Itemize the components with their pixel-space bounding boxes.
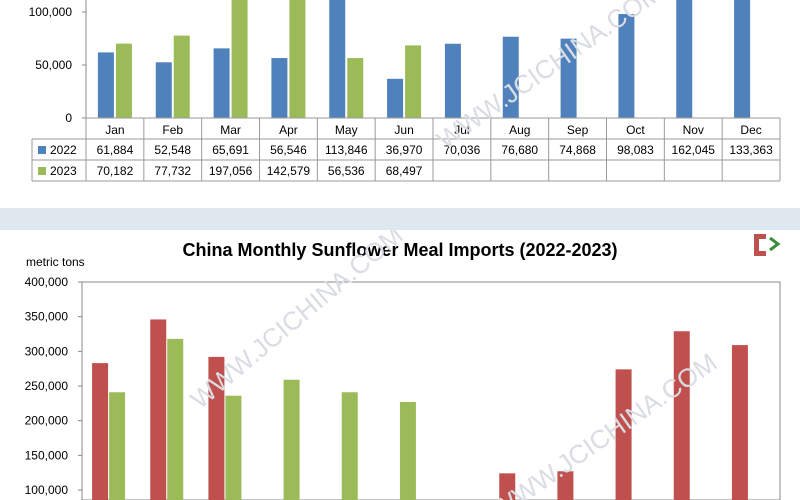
table-month-label: Apr (279, 123, 298, 137)
table-month-label: May (335, 123, 358, 137)
bar-2023-jun (399, 401, 416, 500)
bar-2023-mar (225, 395, 242, 500)
legend-key-2023 (38, 167, 46, 175)
table-month-label: Feb (162, 123, 183, 137)
table-cell-value: 68,497 (386, 164, 423, 178)
table-cell-value: 133,363 (729, 143, 773, 157)
table-cell-value: 142,579 (267, 164, 311, 178)
table-month-label: Oct (626, 123, 645, 137)
table-month-label: Jun (394, 123, 413, 137)
table-cell-value: 70,036 (444, 143, 481, 157)
bar-2022-jan (92, 363, 109, 500)
table-cell-value: 70,182 (97, 164, 134, 178)
jci-logo-icon (754, 234, 781, 256)
legend-label-2022: 2022 (50, 143, 77, 157)
y-tick-label: 400,000 (25, 275, 69, 289)
table-cell-value: 98,083 (617, 143, 654, 157)
bar-2023-may (341, 392, 358, 500)
bar-2022-mar (208, 356, 225, 500)
table-month-label: Nov (683, 123, 704, 137)
bar-2022-feb (155, 62, 172, 118)
bar-2022-aug (502, 36, 519, 118)
table-cell-value: 56,536 (328, 164, 365, 178)
bar-2022-jun (387, 78, 404, 118)
bar-2022-oct (615, 369, 632, 500)
bar-2022-apr (271, 58, 288, 118)
top-chart-svg: 0 50,000 100,000 Jan Feb Mar Apr May Jun Jul Aug Se… (29, 0, 781, 182)
bar-2023-feb (167, 338, 184, 500)
y-tick-label: 350,000 (25, 310, 69, 324)
table-month-label: Jan (105, 123, 124, 137)
bar-2022-mar (213, 48, 230, 118)
table-cell-value: 36,970 (386, 143, 423, 157)
table-cell-value: 61,884 (97, 143, 134, 157)
table-cell-value: 197,056 (209, 164, 253, 178)
table-cell-value: 162,045 (672, 143, 716, 157)
y-tick-label: 50,000 (35, 58, 72, 72)
y-tick-label: 300,000 (25, 344, 69, 358)
jci-logo-left-shape (754, 234, 766, 256)
table-cell-value: 56,546 (270, 143, 307, 157)
bottom-chart-panel: China Monthly Sunflower Meal Imports (20… (0, 230, 800, 500)
y-tick-label: 0 (65, 111, 72, 125)
table-cell-value: 52,548 (154, 143, 191, 157)
table-cell-value: 113,846 (325, 143, 368, 157)
y-tick-label: 100,000 (25, 483, 69, 497)
bar-2022-jul (444, 43, 461, 118)
bar-2022-dec (734, 0, 751, 118)
bar-2023-jan (109, 392, 126, 500)
jci-logo-right-shape (769, 236, 781, 252)
legend-label-2023: 2023 (50, 164, 77, 178)
table-cell-value: 77,732 (154, 164, 191, 178)
legend-key-2022 (38, 146, 46, 154)
bar-2023-may (347, 58, 364, 118)
top-chart-panel: 0 50,000 100,000 Jan Feb Mar Apr May Jun Jul Aug Se… (0, 0, 800, 209)
y-tick-label: 200,000 (25, 414, 69, 428)
bar-2022-may (329, 0, 346, 118)
bar-2022-sep (557, 471, 574, 500)
table-month-label: Aug (509, 123, 530, 137)
panel-separator (0, 208, 800, 230)
bar-2022-sep (560, 38, 577, 118)
plot-frame (81, 281, 781, 500)
bar-2023-apr (289, 0, 306, 118)
bar-2022-oct (618, 14, 635, 118)
chart-title: China Monthly Sunflower Meal Imports (20… (182, 240, 617, 260)
unit-label: metric tons (26, 255, 85, 269)
bar-2022-nov (673, 331, 690, 500)
table-cell-value: 76,680 (501, 143, 538, 157)
bar-2022-jan (97, 52, 114, 118)
bar-2023-jan (115, 43, 132, 118)
bar-2022-aug (499, 473, 516, 500)
y-tick-label: 100,000 (29, 5, 73, 19)
table-month-label: Jul (454, 123, 469, 137)
table-month-label: Mar (220, 123, 241, 137)
y-tick-label: 150,000 (25, 448, 69, 462)
bar-2023-jun (405, 45, 422, 118)
bar-2023-feb (173, 35, 190, 118)
bar-2023-apr (283, 379, 300, 500)
table-month-label: Dec (740, 123, 761, 137)
table-cell-value: 74,868 (559, 143, 596, 157)
y-tick-label: 250,000 (25, 379, 69, 393)
table-month-label: Sep (567, 123, 589, 137)
bar-2022-dec (731, 345, 748, 500)
bar-2022-nov (676, 0, 693, 118)
bottom-chart-svg: China Monthly Sunflower Meal Imports (20… (25, 230, 781, 500)
table-cell-value: 65,691 (212, 143, 249, 157)
bar-2022-feb (150, 319, 167, 500)
bar-2023-mar (231, 0, 248, 118)
